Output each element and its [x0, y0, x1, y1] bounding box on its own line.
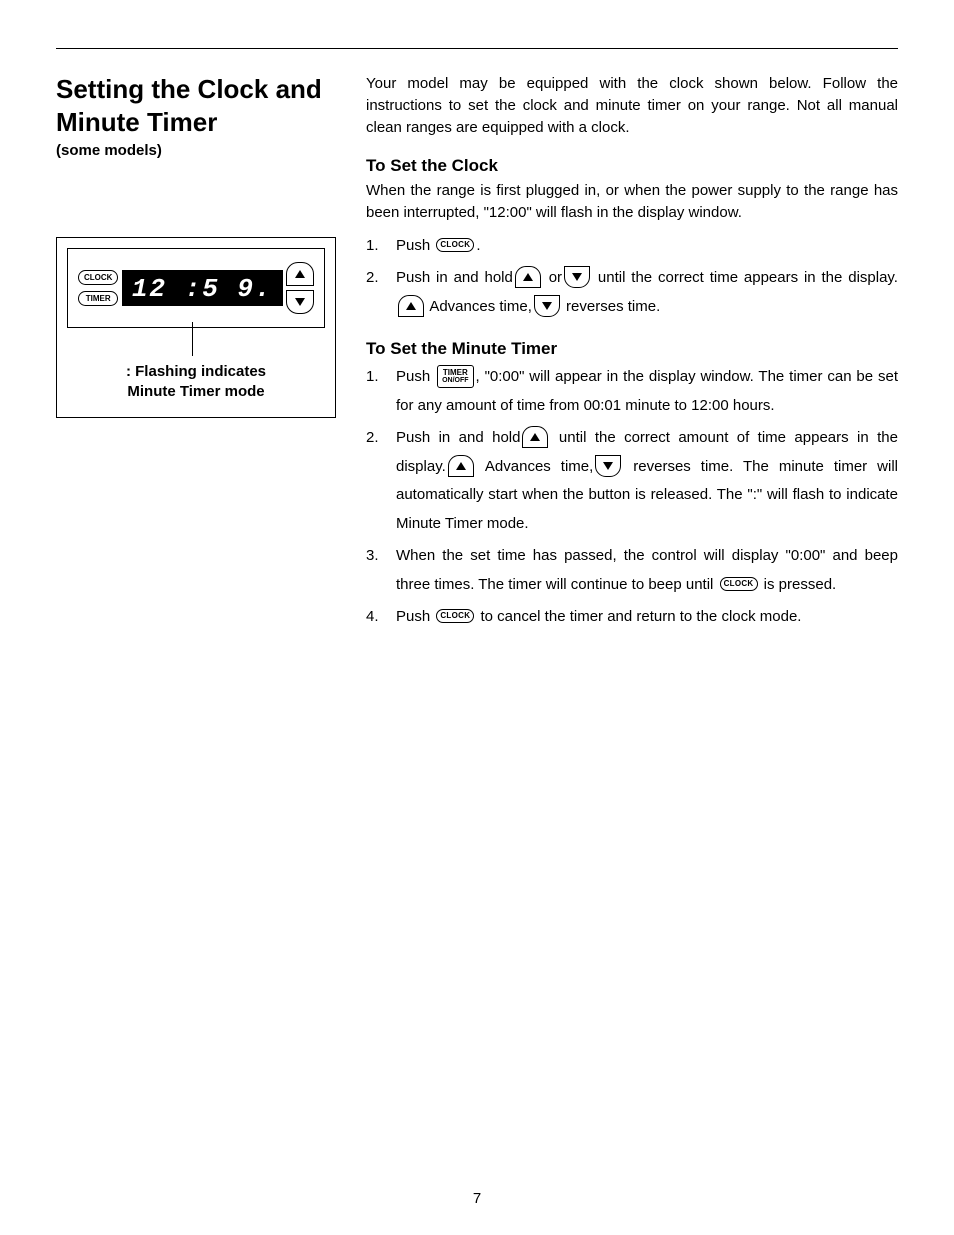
right-column: Your model may be equipped with the cloc… [366, 73, 898, 650]
panel-left-buttons: CLOCK TIMER [78, 270, 118, 306]
panel-right-buttons [286, 262, 314, 314]
caption-line2: Minute Timer mode [127, 383, 264, 400]
text: Advances time, [426, 298, 532, 315]
intro-paragraph: Your model may be equipped with the cloc… [366, 73, 898, 138]
text: Push [396, 237, 434, 254]
l1: TIMER [442, 369, 468, 377]
text: until the correct time appears in the di… [592, 269, 898, 286]
pointer-vline [192, 322, 193, 356]
set-timer-steps: Push TIMERON/OFF, "0:00" will appear in … [366, 363, 898, 632]
timer-step-4: Push CLOCK to cancel the timer and retur… [366, 603, 898, 632]
top-rule [56, 48, 898, 49]
subtitle: (some models) [56, 142, 336, 159]
text: . [476, 237, 480, 254]
text: is pressed. [760, 576, 837, 593]
timer-step-3: When the set time has passed, the contro… [366, 542, 898, 599]
down-arrow-icon [534, 295, 560, 317]
caption-line1: : Flashing indicates [126, 363, 266, 380]
clock-button-icon: CLOCK [720, 577, 758, 591]
up-arrow-icon [448, 455, 474, 477]
text: Push [396, 608, 434, 625]
page-title: Setting the Clock and Minute Timer [56, 73, 336, 138]
timer-step-1: Push TIMERON/OFF, "0:00" will appear in … [366, 363, 898, 420]
clock-step-2: Push in and hold or until the correct ti… [366, 264, 898, 321]
panel-up-arrow-button [286, 262, 314, 286]
text: reverses time. [562, 298, 660, 315]
down-arrow-icon [595, 455, 621, 477]
lcd-display: 12 :5 9. [122, 270, 283, 306]
panel-down-arrow-button [286, 290, 314, 314]
l2: ON/OFF [442, 377, 468, 384]
clock-button-icon: CLOCK [436, 609, 474, 623]
set-clock-steps: Push CLOCK. Push in and hold or until th… [366, 232, 898, 322]
left-column: Setting the Clock and Minute Timer (some… [56, 73, 336, 650]
timer-step-2: Push in and hold until the correct amoun… [366, 424, 898, 538]
diagram-caption: : Flashing indicates Minute Timer mode [67, 362, 325, 403]
timer-onoff-button-icon: TIMERON/OFF [437, 365, 473, 388]
text: to cancel the timer and return to the cl… [476, 608, 801, 625]
clock-panel: CLOCK TIMER 12 :5 9. [67, 248, 325, 328]
text: Push in and hold [396, 429, 520, 446]
set-timer-heading: To Set the Minute Timer [366, 339, 898, 359]
down-arrow-icon [564, 266, 590, 288]
text: Push in and hold [396, 269, 513, 286]
panel-clock-button: CLOCK [78, 270, 118, 285]
text: Push [396, 368, 435, 385]
up-arrow-icon [522, 426, 548, 448]
clock-step-1: Push CLOCK. [366, 232, 898, 261]
set-clock-intro: When the range is first plugged in, or w… [366, 180, 898, 224]
content-columns: Setting the Clock and Minute Timer (some… [56, 73, 898, 650]
page-number: 7 [0, 1190, 954, 1207]
pointer-line [67, 328, 325, 362]
clock-diagram: CLOCK TIMER 12 :5 9. : Flashing indicate… [56, 237, 336, 418]
panel-timer-button: TIMER [78, 291, 118, 306]
text: or [543, 269, 562, 286]
clock-button-icon: CLOCK [436, 238, 474, 252]
text: Advances time, [476, 458, 594, 475]
up-arrow-icon [515, 266, 541, 288]
set-clock-heading: To Set the Clock [366, 156, 898, 176]
up-arrow-icon [398, 295, 424, 317]
